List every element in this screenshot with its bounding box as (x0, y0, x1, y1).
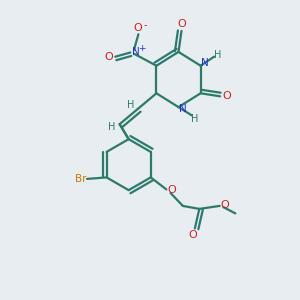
Text: H: H (109, 122, 116, 132)
Text: H: H (214, 50, 221, 60)
Text: O: O (222, 91, 231, 101)
Text: O: O (104, 52, 113, 62)
Text: H: H (127, 100, 134, 110)
Text: O: O (167, 185, 176, 195)
Text: N: N (178, 104, 186, 115)
Text: O: O (221, 200, 230, 210)
Text: -: - (143, 20, 147, 30)
Text: H: H (191, 114, 199, 124)
Text: O: O (134, 22, 142, 33)
Text: O: O (188, 230, 197, 240)
Text: Br: Br (75, 174, 86, 184)
Text: O: O (177, 19, 186, 29)
Text: +: + (138, 44, 145, 53)
Text: N: N (201, 58, 208, 68)
Text: N: N (131, 47, 139, 57)
